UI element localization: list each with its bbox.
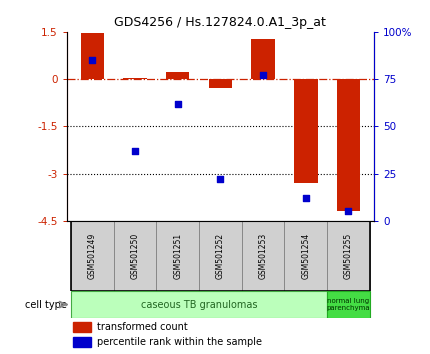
Bar (71, 291, 327, 318)
Bar (73, 337, 91, 347)
Text: normal lung
parenchyma: normal lung parenchyma (327, 298, 370, 311)
Bar (71, 221, 114, 291)
Text: caseous TB granulomas: caseous TB granulomas (141, 299, 257, 309)
Point (260, 73, 267, 78)
Bar (327, 291, 370, 318)
Bar (80, 33, 104, 79)
Bar (114, 221, 157, 291)
Point (132, 148, 138, 154)
Bar (284, 221, 327, 291)
Text: GSM501255: GSM501255 (344, 233, 353, 279)
Point (89, 57, 96, 63)
Point (302, 195, 309, 201)
Text: GSM501254: GSM501254 (301, 233, 310, 279)
Text: cell type: cell type (25, 299, 67, 309)
Bar (199, 221, 242, 291)
Bar (337, 79, 360, 211)
Bar (209, 79, 232, 88)
Point (217, 176, 224, 182)
Bar (242, 221, 284, 291)
Bar (327, 221, 370, 291)
Text: GSM501249: GSM501249 (88, 233, 97, 279)
Text: GSM501251: GSM501251 (173, 233, 182, 279)
Text: GSM501253: GSM501253 (258, 233, 267, 279)
Point (345, 209, 352, 214)
Point (174, 101, 181, 107)
Text: transformed count: transformed count (97, 322, 188, 332)
Bar (73, 322, 91, 332)
Bar (157, 221, 199, 291)
Text: percentile rank within the sample: percentile rank within the sample (97, 337, 262, 347)
Bar (166, 72, 190, 79)
Bar (251, 39, 275, 79)
Title: GDS4256 / Hs.127824.0.A1_3p_at: GDS4256 / Hs.127824.0.A1_3p_at (114, 16, 326, 29)
Bar (294, 79, 317, 183)
Text: GSM501250: GSM501250 (130, 233, 139, 279)
Text: GSM501252: GSM501252 (216, 233, 225, 279)
